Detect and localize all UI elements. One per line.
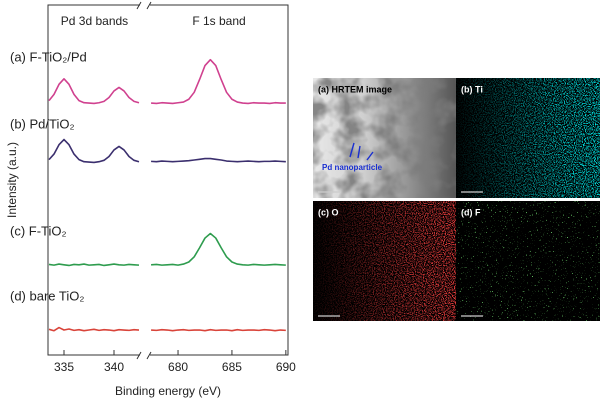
spectrum-line	[48, 138, 140, 164]
tem-panels: (a) HRTEM image (b) Ti (c) O (d) F Pd na…	[313, 78, 600, 321]
ti-fade	[456, 78, 600, 198]
panel-label: (a) HRTEM image	[318, 84, 392, 94]
series-label: (a) F-TiO₂/Pd	[10, 49, 87, 64]
x-tick-label: 335	[54, 360, 74, 374]
arrow	[349, 142, 374, 161]
spectrum-line	[151, 232, 286, 266]
hrtem-texture	[313, 78, 456, 198]
x-tick-label: 340	[104, 360, 124, 374]
o-fade	[313, 201, 456, 321]
series-label: (c) F-TiO₂	[10, 223, 67, 238]
x-axis-label: Binding energy (eV)	[115, 384, 221, 398]
axis-break	[140, 0, 150, 12]
spectrum-line	[151, 328, 286, 332]
panel-label: (b) Ti	[461, 84, 483, 94]
scale-bar	[318, 191, 483, 317]
panel-label: (c) O	[318, 207, 339, 217]
break-mark	[136, 1, 152, 360]
x-tick-label: 685	[222, 360, 242, 374]
plot-frame	[47, 4, 289, 356]
f-dots	[456, 201, 600, 321]
panel-title: Pd 3d bands	[61, 14, 128, 28]
annotation: Pd nanoparticle	[322, 163, 383, 172]
axis-break	[140, 349, 150, 361]
panel-label: (d) F	[461, 207, 481, 217]
spectrum-line	[48, 77, 140, 105]
spectrum-line	[48, 326, 140, 332]
x-tick-label: 680	[168, 360, 188, 374]
panel-title: F 1s band	[192, 14, 245, 28]
spectrum-line	[151, 157, 286, 163]
spectrum-line	[48, 263, 140, 267]
series-label: (d) bare TiO₂	[10, 288, 84, 303]
y-axis-label: Intensity (a.u.)	[5, 142, 19, 218]
x-tick-label: 690	[276, 360, 296, 374]
series-label: (b) Pd/TiO₂	[10, 116, 75, 131]
spectrum-line	[151, 58, 286, 105]
